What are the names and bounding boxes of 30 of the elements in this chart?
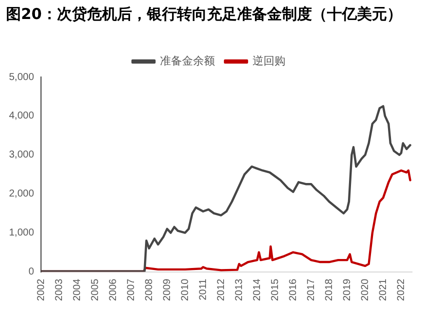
x-tick-label: 2014 [252, 278, 263, 302]
x-tick-label: 2022 [396, 278, 407, 302]
x-tick-label: 2011 [198, 278, 209, 300]
y-tick-label: 0 [28, 266, 34, 278]
x-tick-label: 2020 [360, 278, 371, 302]
x-tick-label: 2015 [270, 278, 281, 302]
y-tick-label: 2,000 [8, 188, 34, 200]
x-tick-label: 2010 [180, 278, 191, 302]
x-tick-label: 2004 [72, 278, 83, 302]
x-tick-label: 2006 [108, 278, 119, 302]
x-tick-label: 2005 [90, 278, 101, 302]
x-tick-label: 2007 [126, 278, 137, 302]
y-tick-label: 1,000 [8, 228, 34, 239]
x-tick-label: 2018 [324, 278, 335, 302]
x-tick-label: 2008 [144, 278, 155, 302]
x-tick-label: 2002 [36, 278, 47, 302]
x-tick-label: 2016 [288, 278, 299, 302]
x-tick-label: 2009 [162, 278, 173, 302]
x-tick-label: 2003 [54, 278, 65, 302]
chart-title: 图20：次贷危机后，银行转向充足准备金制度（十亿美元） [6, 4, 403, 24]
x-tick-label: 2021 [378, 278, 389, 302]
x-tick-label: 2012 [216, 278, 227, 302]
legend-label: 逆回购 [252, 54, 286, 68]
y-tick-label: 4,000 [8, 110, 34, 122]
y-tick-label: 3,000 [8, 150, 34, 161]
x-tick-label: 2013 [234, 278, 245, 302]
x-tick-label: 2019 [342, 278, 353, 302]
legend-label: 准备金余额 [160, 54, 215, 68]
x-tick-label: 2017 [306, 278, 317, 302]
y-tick-label: 5,000 [8, 72, 34, 83]
